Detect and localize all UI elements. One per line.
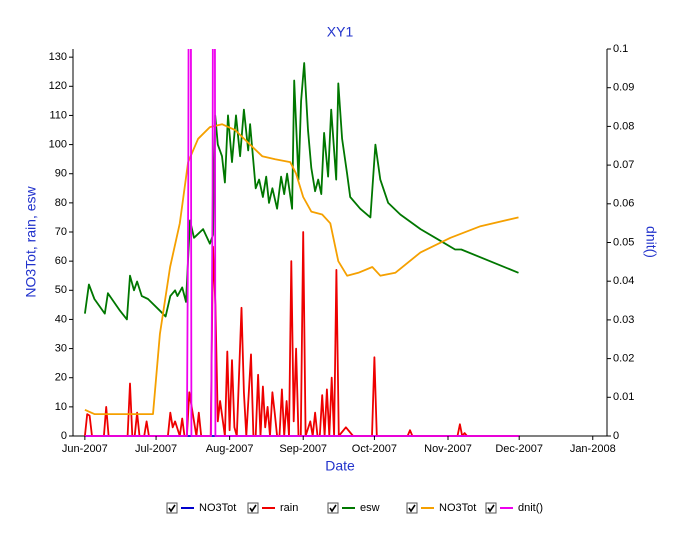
y-tick-label: 130 xyxy=(49,51,67,63)
legend-checkbox[interactable] xyxy=(247,502,259,514)
y2-tick-label: 0.09 xyxy=(613,82,634,94)
legend-checkmark xyxy=(329,504,337,513)
y-tick-label: 90 xyxy=(55,168,67,180)
legend-checkmark xyxy=(408,504,416,513)
series-line xyxy=(84,49,520,437)
y-tick-label: 100 xyxy=(49,138,67,150)
x-tick-label: Sep-2007 xyxy=(279,443,327,455)
x-tick-label: Jan-2008 xyxy=(570,443,616,455)
y2-tick-label: 0.04 xyxy=(613,275,634,287)
y-tick-label: 40 xyxy=(55,313,67,325)
y-tick-label: 80 xyxy=(55,197,67,209)
y-tick-label: 60 xyxy=(55,255,67,267)
x-tick-label: Dec-2007 xyxy=(495,443,543,455)
series-line xyxy=(84,62,519,321)
y-tick-label: 50 xyxy=(55,284,67,296)
y-tick-label: 110 xyxy=(49,109,67,121)
y2-tick-label: 0.03 xyxy=(613,314,634,326)
y2-tick-label: 0.02 xyxy=(613,353,634,365)
x-axis-title: Date xyxy=(325,458,355,474)
y-tick-label: 0 xyxy=(61,430,67,442)
plot-area xyxy=(84,49,520,437)
legend-checkbox[interactable] xyxy=(406,502,418,514)
y2-tick-label: 0.05 xyxy=(613,236,634,248)
legend-checkbox[interactable] xyxy=(327,502,339,514)
x-tick-label: Oct-2007 xyxy=(352,443,397,455)
x-tick-label: Nov-2007 xyxy=(424,443,472,455)
y2-tick-label: 0.01 xyxy=(613,391,634,403)
legend-label: esw xyxy=(360,502,380,514)
x-tick-label: Jun-2007 xyxy=(62,443,108,455)
chart-title: XY1 xyxy=(327,24,354,40)
y-tick-label: 10 xyxy=(55,401,67,413)
y2-tick-label: 0 xyxy=(613,430,619,442)
y2-tick-label: 0.1 xyxy=(613,43,628,55)
series-line xyxy=(84,123,519,415)
legend-label: NO3Tot xyxy=(199,502,236,514)
x-tick-label: Aug-2007 xyxy=(206,443,254,455)
legend-checkmark xyxy=(249,504,257,513)
x-tick-label: Jul-2007 xyxy=(135,443,177,455)
y2-tick-label: 0.08 xyxy=(613,120,634,132)
y-tick-label: 120 xyxy=(49,80,67,92)
legend-checkmark xyxy=(168,504,176,513)
y-tick-label: 20 xyxy=(55,372,67,384)
y2-tick-label: 0.06 xyxy=(613,198,634,210)
legend-label: rain xyxy=(280,502,298,514)
legend-checkmark xyxy=(487,504,495,513)
legend-checkbox[interactable] xyxy=(485,502,497,514)
legend-checkbox[interactable] xyxy=(166,502,178,514)
series-line xyxy=(84,231,520,437)
y-axis-title: NO3Tot, rain, esw xyxy=(23,185,39,297)
y-tick-label: 30 xyxy=(55,342,67,354)
y2-axis-title: dnit() xyxy=(643,226,659,258)
y2-tick-label: 0.07 xyxy=(613,159,634,171)
legend-label: NO3Tot xyxy=(439,502,476,514)
legend-label: dnit() xyxy=(518,502,543,514)
y-tick-label: 70 xyxy=(55,226,67,238)
